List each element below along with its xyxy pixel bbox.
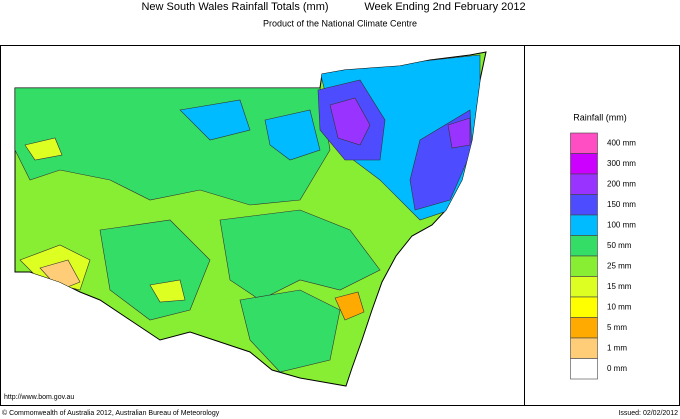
legend-label: 1 mm — [607, 343, 627, 352]
legend-frame — [524, 45, 680, 406]
url: http://www.bom.gov.au — [4, 394, 74, 401]
subtitle: Product of the National Climate Centre — [263, 18, 417, 28]
legend-label: 200 mm — [607, 179, 636, 188]
legend: 400 mm 300 mm 200 mm 150 mm 100 mm 50 mm 25 mm… — [570, 132, 636, 380]
legend-swatch — [570, 194, 598, 216]
region — [15, 87, 331, 206]
region — [334, 291, 365, 321]
legend-swatch — [570, 214, 598, 236]
title: New South Wales Rainfall Totals (mm) — [141, 1, 328, 13]
region — [329, 97, 371, 146]
legend-swatch — [570, 153, 598, 175]
legend-swatch — [570, 276, 598, 298]
region — [239, 289, 341, 373]
legend-label: 400 mm — [607, 138, 636, 147]
legend-label: 5 mm — [607, 323, 627, 332]
legend-label: 10 mm — [607, 302, 632, 311]
legend-label: 0 mm — [607, 364, 627, 373]
legend-title: Rainfall (mm) — [573, 112, 627, 122]
region — [24, 137, 63, 161]
region — [264, 109, 321, 161]
legend-label: 15 mm — [607, 282, 632, 291]
legend-swatch — [570, 173, 598, 195]
legend-swatch — [570, 132, 598, 154]
map — [14, 51, 487, 387]
legend-label: 25 mm — [607, 261, 632, 270]
period: Week Ending 2nd February 2012 — [364, 1, 525, 13]
legend-label: 300 mm — [607, 159, 636, 168]
legend-label: 150 mm — [607, 200, 636, 209]
legend-swatch — [570, 296, 598, 318]
legend-swatch — [570, 358, 598, 380]
legend-label: 50 mm — [607, 241, 632, 250]
region — [149, 279, 186, 303]
copyright: © Commonwealth of Australia 2012, Austra… — [2, 409, 220, 417]
legend-swatch — [570, 255, 598, 277]
legend-label: 100 mm — [607, 220, 636, 229]
legend-swatch — [570, 337, 598, 359]
issued: Issued: 02/02/2012 — [618, 410, 678, 417]
legend-swatch — [570, 235, 598, 257]
legend-swatch — [570, 317, 598, 339]
region — [219, 209, 381, 301]
region — [179, 99, 251, 141]
region — [447, 117, 471, 149]
